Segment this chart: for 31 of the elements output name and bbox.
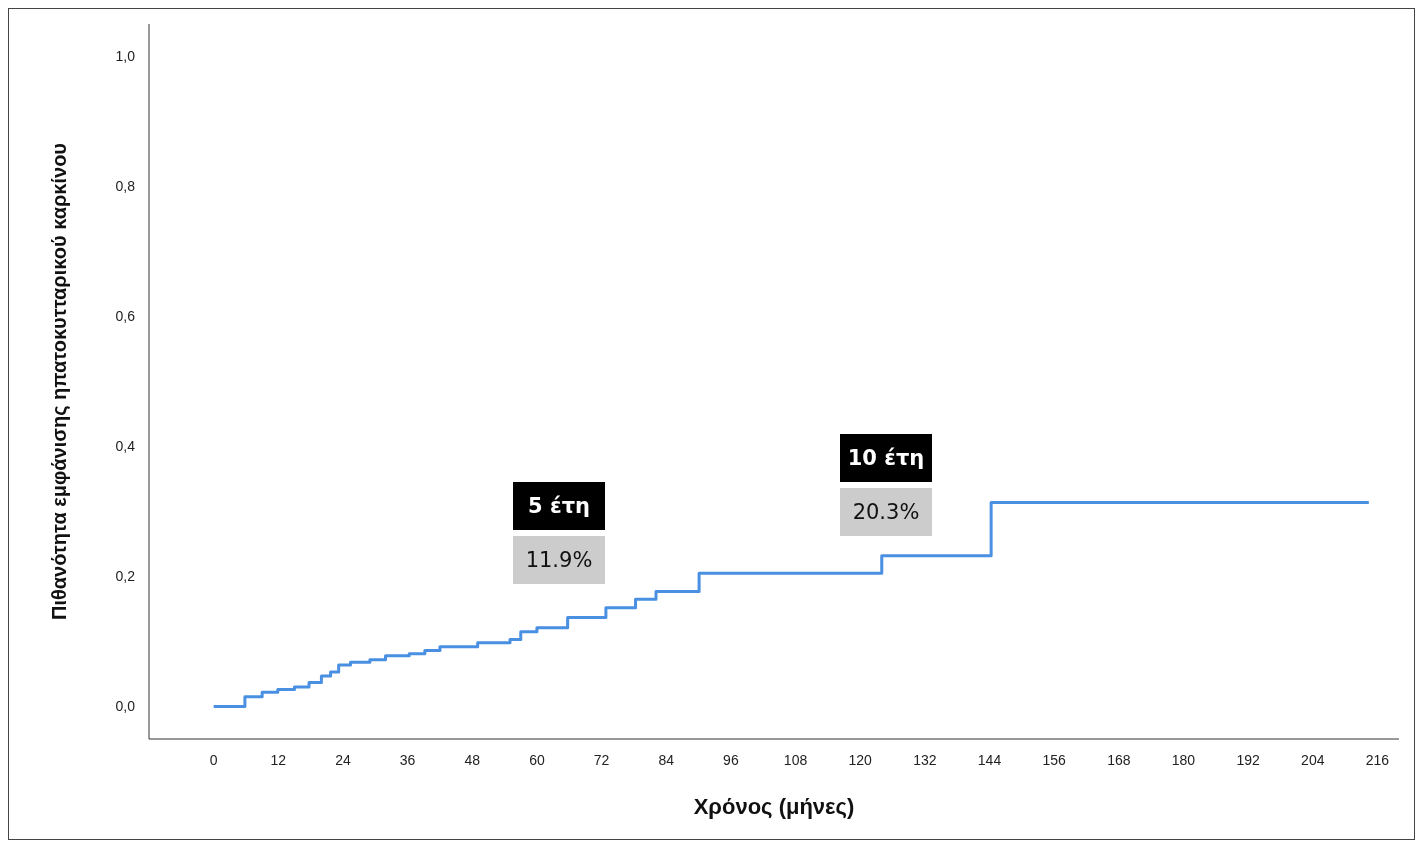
x-tick-label: 60 bbox=[529, 751, 545, 768]
x-tick-label: 204 bbox=[1301, 751, 1325, 768]
y-tick-label: 0,6 bbox=[115, 308, 136, 325]
x-tick-label: 12 bbox=[270, 751, 287, 768]
annotation: 5 έτη bbox=[513, 482, 605, 530]
x-tick-label: 0 bbox=[209, 751, 218, 768]
y-tick-label: 0,2 bbox=[115, 568, 136, 585]
x-tick-label: 96 bbox=[723, 751, 739, 768]
x-tick-label: 168 bbox=[1107, 751, 1131, 768]
y-tick-label: 0,0 bbox=[115, 698, 136, 715]
x-tick-label: 24 bbox=[335, 751, 351, 768]
y-tick-label: 1,0 bbox=[115, 48, 136, 65]
annotation: 20.3% bbox=[840, 488, 932, 536]
annotation: 10 έτη bbox=[840, 434, 932, 482]
x-tick-label: 132 bbox=[913, 751, 937, 768]
x-tick-label: 36 bbox=[399, 751, 416, 768]
x-tick-label: 144 bbox=[977, 751, 1002, 768]
x-tick-label: 192 bbox=[1236, 751, 1261, 768]
x-tick-label: 48 bbox=[464, 751, 481, 768]
x-tick-label: 180 bbox=[1171, 751, 1196, 768]
y-tick-label: 0,4 bbox=[115, 438, 136, 455]
x-tick-label: 108 bbox=[783, 751, 808, 768]
x-tick-label: 84 bbox=[658, 751, 675, 768]
x-tick-label: 156 bbox=[1042, 751, 1067, 768]
x-tick-label: 72 bbox=[593, 751, 610, 768]
x-tick-label: 120 bbox=[848, 751, 873, 768]
y-tick-label: 0,8 bbox=[115, 178, 136, 195]
y-axis-title: Πιθανότητα εμφάνισης ηπατοκυτταρικού καρκίνου bbox=[48, 142, 71, 621]
annotation: 11.9% bbox=[513, 536, 605, 584]
x-axis-title: Χρόνος (μήνες) bbox=[693, 794, 855, 819]
x-tick-label: 216 bbox=[1365, 751, 1390, 768]
